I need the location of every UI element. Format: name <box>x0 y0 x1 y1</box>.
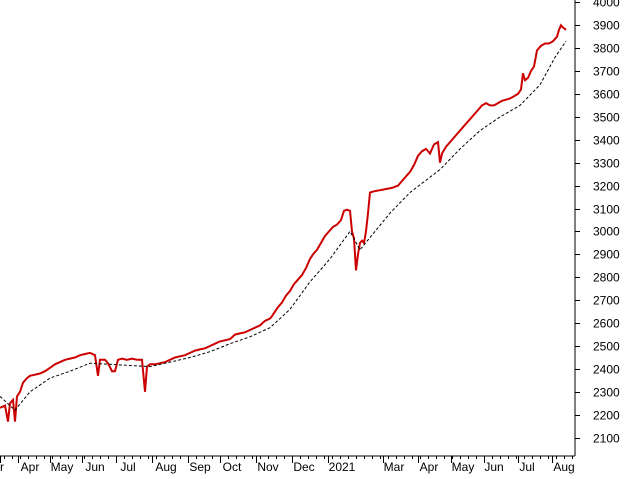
series-red-line <box>0 23 567 422</box>
y-tick-label: 3200 <box>593 180 620 194</box>
y-tick-label: 3300 <box>593 157 620 171</box>
y-tick-label: 2100 <box>593 432 620 446</box>
y-axis: 2100 2200 2300 2400 2500 2600 2700 2800 2900 3000… <box>574 0 620 456</box>
y-tick-label: 3800 <box>593 42 620 56</box>
x-tick-label: May <box>51 460 74 474</box>
y-tick-label: 2600 <box>593 317 620 331</box>
x-tick-label: Nov <box>257 460 278 474</box>
x-tick-label: Aug <box>553 460 574 474</box>
y-tick-label: 3400 <box>593 134 620 148</box>
x-tick-label: Jul <box>519 460 534 474</box>
x-tick-label: Apr <box>21 460 40 474</box>
x-tick-label: Mar <box>384 460 405 474</box>
y-tick-label: 2300 <box>593 386 620 400</box>
x-tick-label: Dec <box>293 460 314 474</box>
x-axis: r Apr May Jun Jul Aug Sep Oct Nov Dec 2021 Mar Apr Ma… <box>0 455 575 474</box>
x-tick-label: Jul <box>120 460 135 474</box>
x-tick-label: Jun <box>85 460 104 474</box>
y-tick-label: 3900 <box>593 19 620 33</box>
x-tick-label: Apr <box>420 460 439 474</box>
y-tick-label: 4000 <box>593 0 620 10</box>
y-tick-label: 2900 <box>593 248 620 262</box>
x-tick-label: Oct <box>223 460 242 474</box>
series-dashed-line <box>0 40 567 411</box>
x-tick-label: Sep <box>189 460 211 474</box>
x-tick-label: May <box>452 460 475 474</box>
y-tick-label: 2400 <box>593 363 620 377</box>
y-tick-label: 3700 <box>593 65 620 79</box>
y-tick-label: 2800 <box>593 271 620 285</box>
x-tick-label: 2021 <box>329 460 356 474</box>
y-tick-label: 3100 <box>593 203 620 217</box>
y-tick-label: 2200 <box>593 409 620 423</box>
plot-area <box>0 23 567 422</box>
y-tick-label: 2700 <box>593 294 620 308</box>
x-tick-label: Aug <box>155 460 176 474</box>
x-tick-label: r <box>0 460 4 474</box>
y-tick-label: 3000 <box>593 225 620 239</box>
y-tick-label: 3600 <box>593 88 620 102</box>
y-tick-label: 2500 <box>593 340 620 354</box>
y-tick-label: 3500 <box>593 111 620 125</box>
x-tick-label: Jun <box>484 460 503 474</box>
